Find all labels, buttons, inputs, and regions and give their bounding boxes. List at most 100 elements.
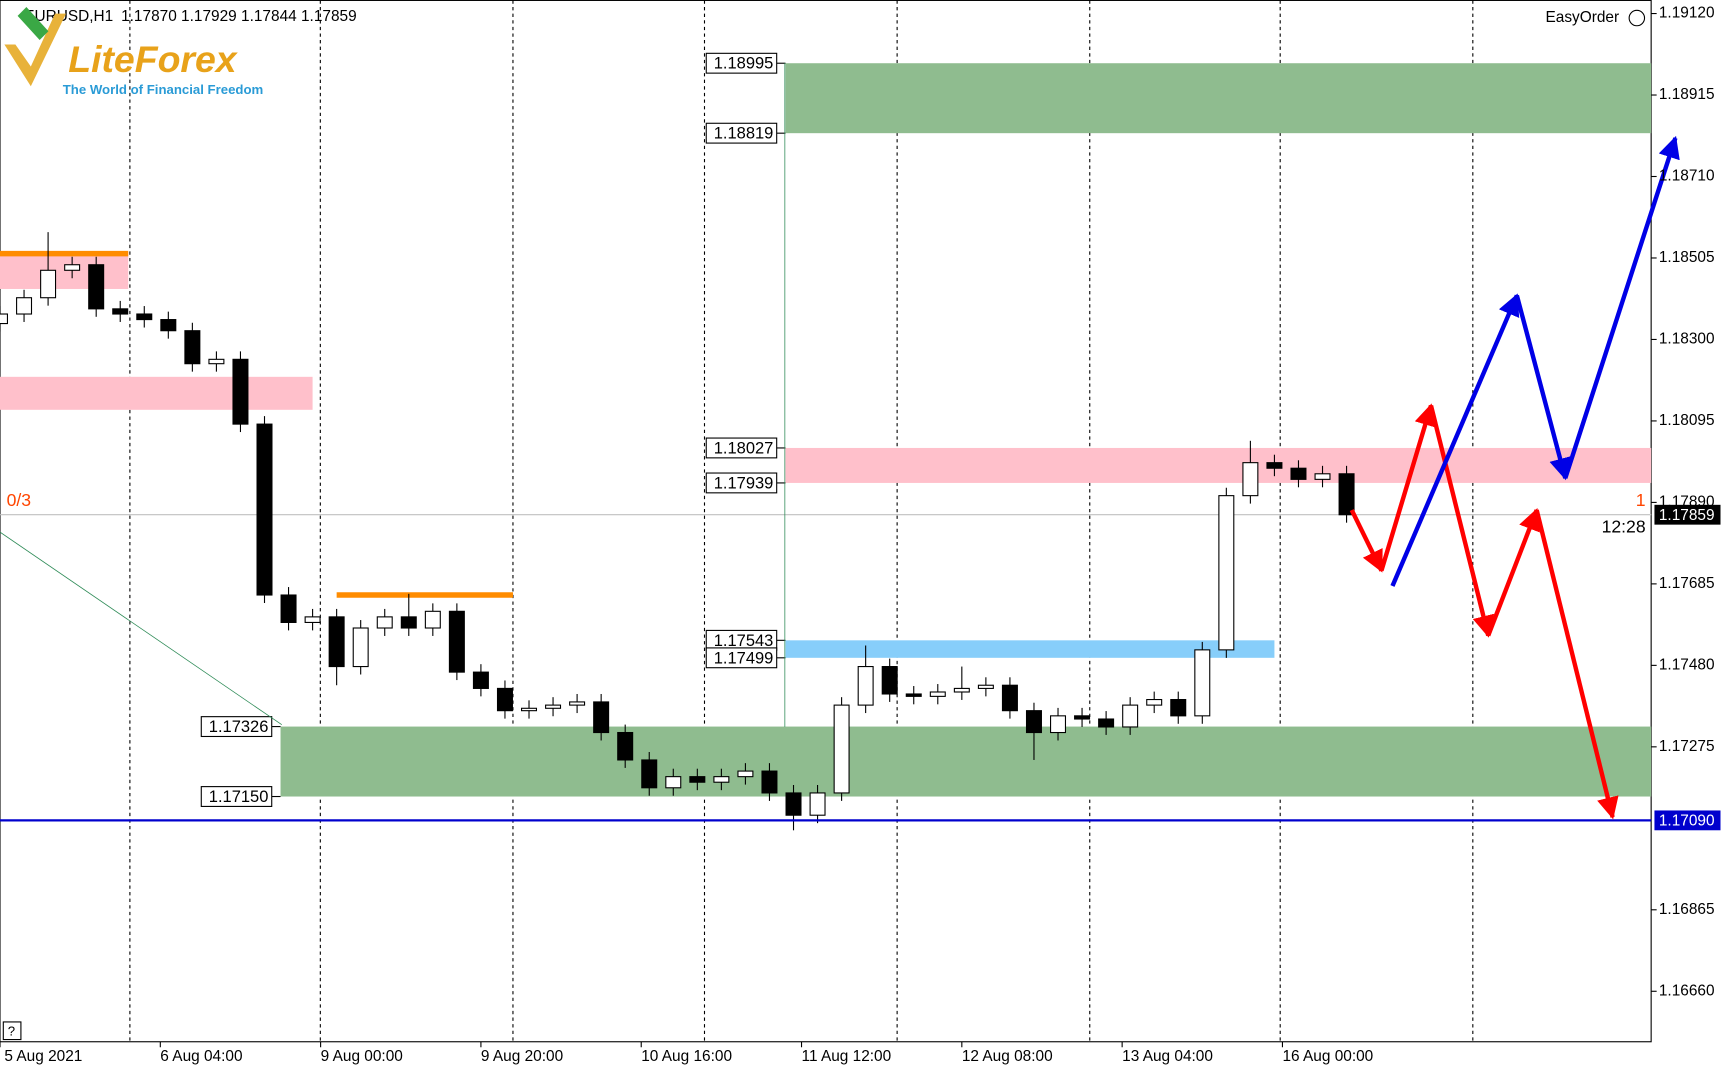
zone — [785, 447, 1652, 483]
candle-body — [256, 423, 273, 596]
x-tick-label: 13 Aug 04:00 — [1122, 1048, 1213, 1065]
candle-body — [1025, 710, 1042, 734]
trend-line — [0, 531, 283, 726]
candle-body — [352, 627, 369, 668]
candle-body — [1074, 715, 1091, 720]
line-label: 1.17090 — [1659, 813, 1715, 830]
candle-body — [1170, 698, 1187, 717]
easy-order: EasyOrder — [1545, 9, 1619, 26]
line-label-box — [1654, 810, 1721, 831]
y-tick-label: 1.18300 — [1659, 331, 1715, 348]
logo-mark — [4, 13, 67, 87]
candle-body — [208, 358, 225, 365]
candle-body — [953, 687, 970, 693]
candle-body — [1146, 698, 1163, 706]
candle-body — [64, 264, 81, 271]
x-tick-label: 11 Aug 12:00 — [802, 1048, 892, 1065]
plot-frame — [0, 0, 1652, 1043]
candle-body — [785, 792, 802, 816]
smiley[interactable] — [1628, 9, 1646, 27]
candle-body — [569, 701, 586, 706]
y-tick-label: 1.17685 — [1659, 575, 1715, 592]
candle-body — [593, 701, 610, 734]
candle-body — [136, 313, 153, 321]
candle-body — [761, 770, 778, 794]
candle-body — [665, 776, 682, 789]
candle-body — [905, 693, 922, 697]
candle-body — [400, 616, 417, 629]
y-tick-label: 1.18710 — [1659, 168, 1715, 185]
zone — [785, 63, 1652, 134]
x-tick-label: 9 Aug 00:00 — [321, 1048, 403, 1065]
candle-body — [448, 610, 465, 673]
zone-label-box — [705, 437, 778, 459]
candle-body — [1242, 462, 1259, 497]
candle-body — [112, 308, 129, 315]
zone — [0, 251, 129, 289]
candle-body — [1194, 649, 1211, 717]
current-price-label: 1.17859 — [1659, 507, 1715, 524]
candle-body — [232, 358, 249, 425]
candle-body — [1290, 467, 1307, 480]
y-tick-label: 1.16660 — [1659, 982, 1715, 999]
y-tick-label: 1.18915 — [1659, 86, 1715, 103]
candle-body — [617, 731, 634, 761]
candle-body — [1266, 462, 1283, 469]
candle-body — [472, 671, 489, 689]
zone-label-box — [705, 52, 778, 74]
candle-body — [304, 616, 321, 623]
candle-body — [977, 684, 994, 689]
candle-body — [40, 269, 57, 299]
candle-body — [857, 666, 874, 706]
zone-label: 1.18819 — [714, 125, 774, 143]
candle-body — [713, 776, 730, 783]
period-separators — [129, 0, 1474, 1042]
candle-body — [1338, 473, 1355, 516]
candle-body — [545, 704, 562, 709]
candle-body — [521, 707, 538, 712]
candle-body — [1050, 715, 1067, 734]
y-tick-label: 1.18505 — [1659, 249, 1715, 266]
candle-body — [88, 264, 105, 310]
candle-body — [328, 616, 345, 668]
zone-label-box — [200, 786, 273, 807]
zone-label-box — [705, 647, 778, 669]
zone-label: 1.18995 — [714, 55, 774, 73]
candle-body — [160, 319, 177, 332]
zone-label-box — [705, 472, 778, 494]
x-tick-label: 5 Aug 2021 — [4, 1048, 82, 1065]
candle-body — [689, 776, 706, 783]
y-tick-label: 1.17275 — [1659, 738, 1715, 755]
x-tick-label: 16 Aug 00:00 — [1282, 1048, 1373, 1065]
zone-label: 1.17326 — [209, 718, 269, 736]
candle-body — [929, 691, 946, 697]
zone-label: 1.17543 — [714, 632, 774, 650]
y-tick-label: 1.19120 — [1659, 5, 1715, 22]
logo-tagline: The World of Financial Freedom — [63, 82, 264, 97]
zone-label-box — [705, 122, 778, 144]
zone-label: 1.17939 — [714, 474, 774, 492]
candle-body — [16, 297, 33, 315]
candle-body — [809, 792, 826, 816]
zone-label: 1.17499 — [714, 649, 774, 667]
y-tick-label: 1.18095 — [1659, 412, 1715, 429]
candle-body — [1122, 704, 1139, 728]
counter: 1 — [1636, 490, 1646, 510]
x-tick-label: 12 Aug 08:00 — [962, 1048, 1053, 1065]
candle-body — [737, 770, 754, 778]
candle-body — [1314, 473, 1331, 480]
x-tick-label: 10 Aug 16:00 — [641, 1048, 732, 1065]
help-icon[interactable]: ? — [8, 1023, 15, 1038]
logo-mark-green — [17, 7, 49, 41]
candle-body — [641, 759, 658, 789]
help-button[interactable] — [2, 1021, 22, 1041]
current-price-box — [1654, 504, 1721, 525]
x-tick-label: 6 Aug 04:00 — [160, 1048, 242, 1065]
logo: LiteForex The World of Financial Freedom — [4, 7, 263, 97]
x-tick-label: 9 Aug 20:00 — [481, 1048, 563, 1065]
logo-name: LiteForex — [68, 38, 239, 80]
candle-body — [184, 330, 201, 365]
counter: 0/3 — [7, 490, 32, 510]
